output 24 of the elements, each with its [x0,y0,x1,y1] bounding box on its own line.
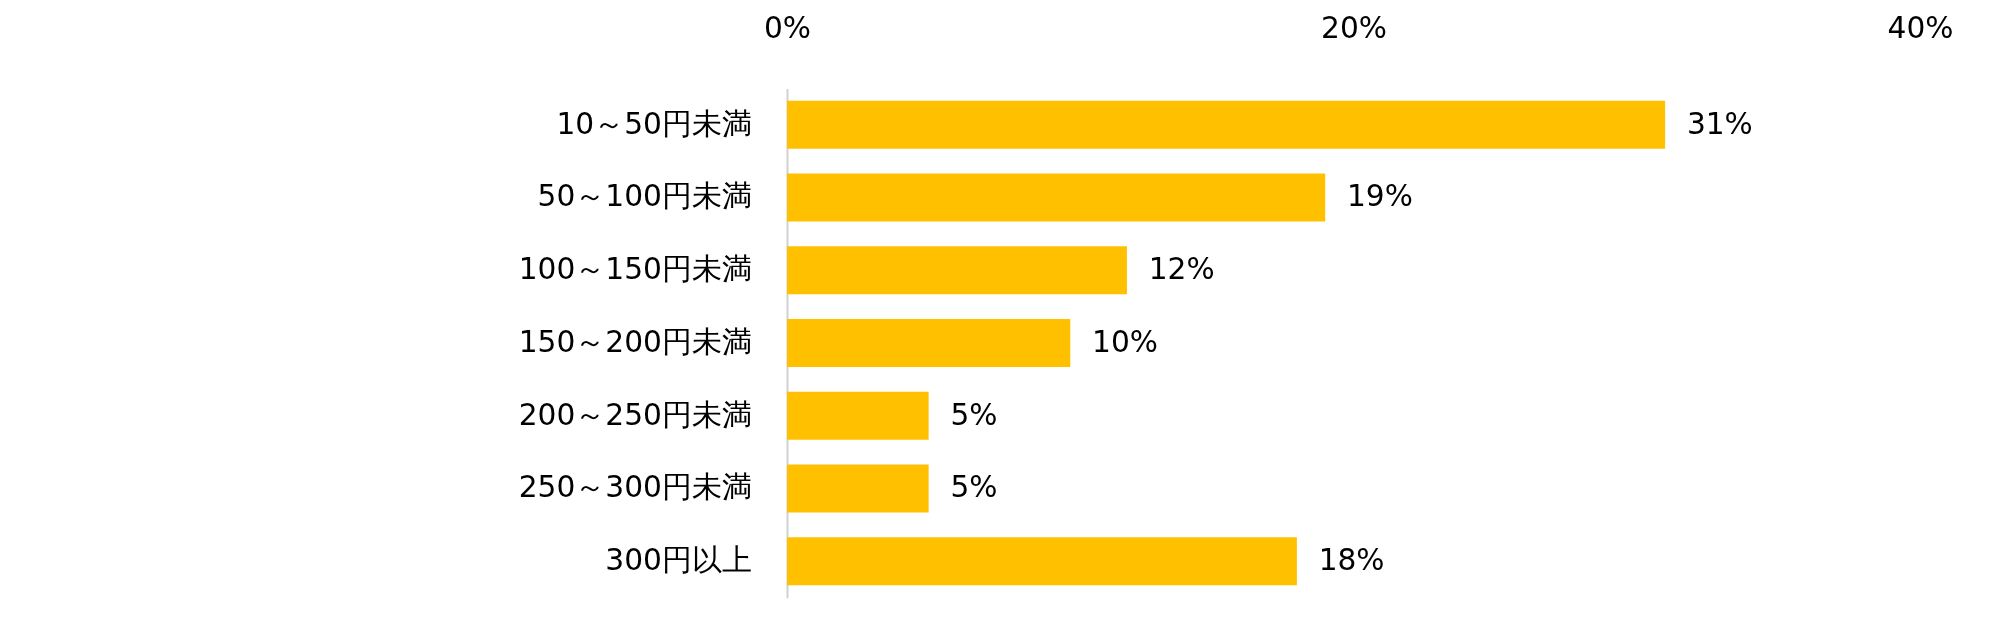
bar [787,464,929,513]
bar [787,319,1071,368]
y-tick-label: 250～300円未満 [518,469,752,505]
bar [787,246,1127,295]
data-label: 19% [1346,178,1413,214]
bar [787,100,1666,149]
data-label: 12% [1148,251,1215,287]
x-tick-label: 20% [1321,9,1387,45]
x-tick-label: 40% [1887,9,1954,45]
bar [787,173,1326,222]
bar [787,391,929,440]
y-tick-label: 200～250円未満 [518,396,752,432]
data-label: 18% [1318,542,1385,578]
y-tick-label: 50～100円未満 [537,178,752,214]
bar [787,537,1297,586]
x-tick-label: 0% [763,9,812,45]
data-label: 5% [950,469,998,505]
y-tick-label: 10～50円未満 [556,105,752,141]
data-label: 31% [1686,105,1753,141]
data-label: 10% [1092,323,1158,359]
data-label: 5% [950,396,998,432]
y-tick-label: 150～200円未満 [518,323,752,359]
y-tick-label: 100～150円未満 [518,251,752,287]
y-tick-label: 300円以上 [605,542,752,578]
